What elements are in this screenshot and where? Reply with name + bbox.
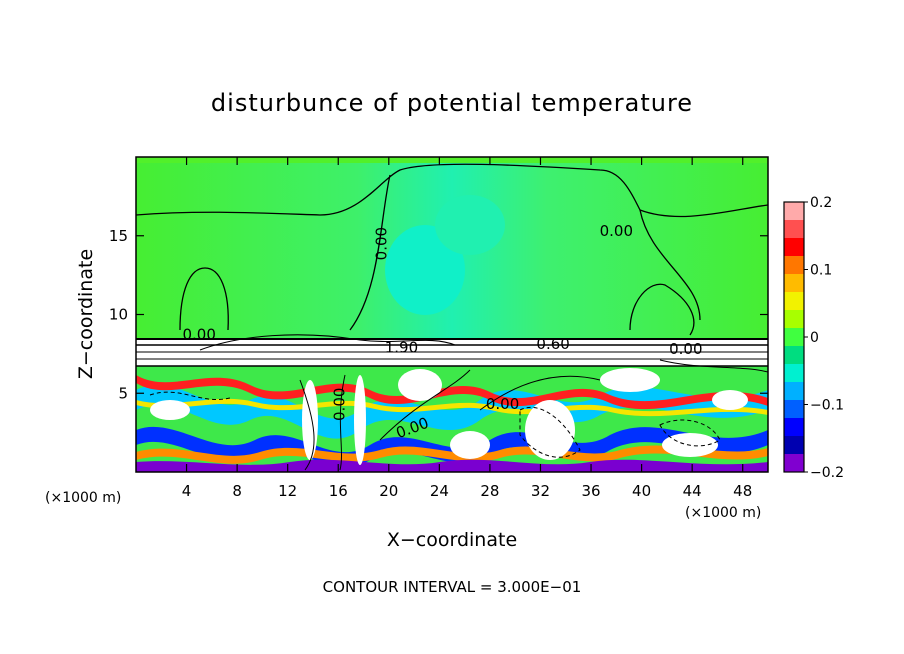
y-axis-label: Z−coordinate <box>75 249 97 379</box>
upper-layer-cyan-patch <box>385 225 465 315</box>
white-patch <box>600 368 660 392</box>
x-tick-label: 36 <box>581 482 600 500</box>
contour-line <box>519 406 581 458</box>
contour-label: 0.00 <box>331 388 349 421</box>
contour-line <box>379 369 471 441</box>
colorbar-swatch <box>784 436 804 455</box>
colorbar-swatch <box>784 454 804 473</box>
white-patch <box>398 369 442 401</box>
contour-interval-annotation: CONTOUR INTERVAL = 3.000E−01 <box>323 578 582 596</box>
x-unit-label: (×1000 m) <box>45 490 121 506</box>
contour-line <box>639 209 701 321</box>
colorbar-swatch <box>784 328 804 347</box>
contour-line <box>179 267 229 331</box>
x-tick-label: 32 <box>531 482 550 500</box>
white-patch <box>712 390 748 410</box>
x-tick-label: 48 <box>733 482 752 500</box>
contour-line <box>629 283 695 336</box>
contour-label: 0.00 <box>182 326 215 344</box>
colorbar-tick-label: 0.1 <box>810 263 832 279</box>
colorbar-swatch <box>784 364 804 383</box>
x-unit-label-right: (×1000 m) <box>685 505 761 521</box>
contour-line <box>349 174 391 331</box>
x-tick-label: 8 <box>232 482 242 500</box>
contour-line <box>479 375 601 411</box>
x-tick-label: 24 <box>430 482 449 500</box>
contour-line <box>299 379 315 471</box>
colorbar-tick-label: 0 <box>810 330 819 346</box>
white-patch <box>354 375 366 465</box>
contour-label: 0.00 <box>600 222 633 240</box>
contour-label: 0.00 <box>486 395 519 413</box>
lower-layer-field <box>136 366 768 472</box>
plot-area: 0.00 0.000.000.60 0.001.900.000.000.00 <box>136 157 768 472</box>
colorbar: 0.2 0.1 0 −0.1 −0.2 <box>783 195 844 481</box>
x-tick-label: 20 <box>379 482 398 500</box>
x-axis-label: X−coordinate <box>387 529 517 551</box>
colorbar-swatch <box>784 238 804 257</box>
colorbar-swatch <box>784 202 804 221</box>
contour-line <box>199 334 456 351</box>
y-tick-label: 15 <box>109 227 128 245</box>
lower-layer-band <box>136 445 768 464</box>
colorbar-swatch <box>784 382 804 401</box>
white-patch <box>450 431 490 459</box>
chart-title: disturbunce of potential temperature <box>211 89 693 117</box>
colorbar-swatch <box>784 346 804 365</box>
colorbar-swatch <box>784 418 804 437</box>
x-tick-label: 44 <box>683 482 702 500</box>
contour-line <box>659 359 768 373</box>
colorbar-swatch <box>784 310 804 329</box>
x-tick-label: 4 <box>182 482 192 500</box>
upper-layer-cyan-patch <box>435 195 505 255</box>
contour-line <box>149 391 231 400</box>
colorbar-swatch <box>784 400 804 419</box>
contour-label: 1.90 <box>385 338 418 356</box>
x-tick-label: 40 <box>632 482 651 500</box>
colorbar-tick-label: −0.2 <box>810 465 844 481</box>
contour-label: 0.00 <box>372 227 390 260</box>
lower-layer-band <box>136 398 768 417</box>
colorbar-swatch <box>784 220 804 239</box>
colorbar-swatch <box>784 256 804 275</box>
y-tick-label: 5 <box>118 384 128 402</box>
lower-layer-band <box>136 459 768 472</box>
colorbar-tick-label: 0.2 <box>810 195 832 211</box>
colorbar-tick-label: −0.1 <box>810 398 844 414</box>
lower-layer-band <box>136 426 768 468</box>
colorbar-swatch <box>784 292 804 311</box>
contour-line <box>136 163 768 218</box>
x-tick-label: 12 <box>278 482 297 500</box>
y-tick-label: 10 <box>109 306 128 324</box>
y-axis: 5 10 15 <box>109 227 768 402</box>
white-patch <box>150 400 190 420</box>
x-tick-label: 28 <box>480 482 499 500</box>
colorbar-swatch <box>784 274 804 293</box>
contour-label: 0.00 <box>669 340 702 358</box>
upper-layer-top-strip <box>136 157 768 163</box>
x-axis: 4 8 12 16 20 24 28 32 36 40 44 48 <box>182 157 752 500</box>
white-patch <box>525 400 575 460</box>
contour-labels: 0.00 0.000.000.60 0.001.900.000.000.00 <box>182 222 702 442</box>
contour-label: 0.60 <box>536 335 569 353</box>
lower-layer-band <box>136 375 768 410</box>
x-tick-label: 16 <box>329 482 348 500</box>
contour-line <box>339 374 346 471</box>
